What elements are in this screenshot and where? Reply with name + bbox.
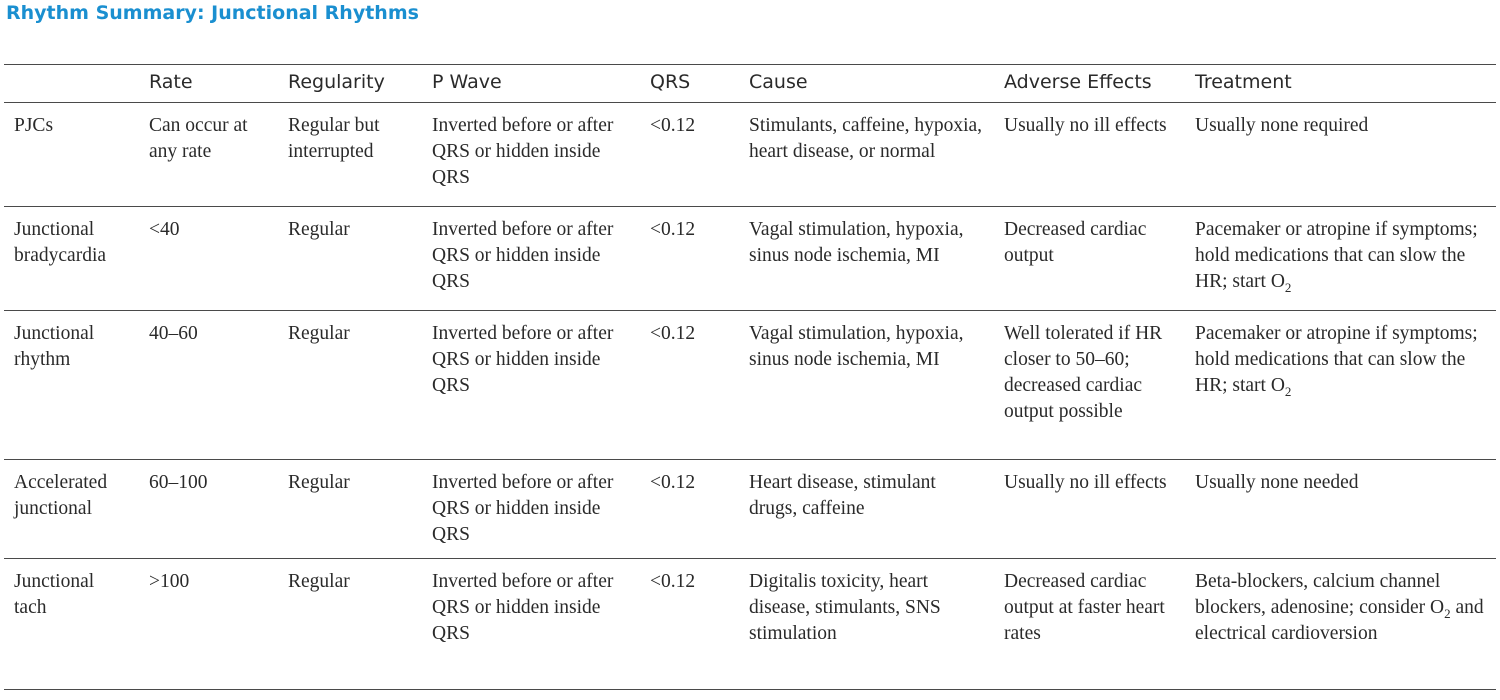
p-wave-cell: Inverted before or after QRS or hidden i…	[432, 472, 614, 545]
regularity-cell: Regular	[288, 472, 350, 493]
qrs-cell: <0.12	[650, 115, 696, 136]
qrs-cell: <0.12	[650, 323, 696, 344]
rhythm-name-cell: Accelerated junctional	[14, 472, 108, 519]
adverse-effects-cell: Usually no ill effects	[1004, 472, 1167, 493]
treatment-cell: Pacemaker or atropine if symptoms; hold …	[1185, 207, 1496, 311]
table-row: Junctional tach >100 Regular Inverted be…	[4, 559, 1496, 690]
rhythm-name-cell: Junctional tach	[14, 571, 95, 618]
treatment-cell: Usually none needed	[1195, 472, 1359, 493]
p-wave-cell: Inverted before or after QRS or hidden i…	[432, 219, 614, 292]
cause-cell: Digitalis toxicity, heart disease, stimu…	[749, 571, 941, 644]
cause-cell: Stimulants, caffeine, hypoxia, heart dis…	[749, 115, 983, 162]
table-row: PJCs Can occur at any rate Regular but i…	[4, 103, 1496, 207]
column-header-adverse-effects: Adverse Effects	[1004, 71, 1152, 93]
rhythm-summary-table: Rate Regularity P Wave QRS Cause Adverse…	[4, 64, 1496, 690]
p-wave-cell: Inverted before or after QRS or hidden i…	[432, 571, 614, 644]
regularity-cell: Regular	[288, 323, 350, 344]
adverse-effects-cell: Usually no ill effects	[1004, 115, 1167, 136]
qrs-cell: <0.12	[650, 219, 696, 240]
column-header-p-wave: P Wave	[432, 71, 502, 93]
rate-cell: 40–60	[149, 323, 198, 344]
adverse-effects-cell: Well tolerated if HR closer to 50–60; de…	[1004, 323, 1163, 422]
column-header-regularity: Regularity	[288, 71, 385, 93]
cause-cell: Vagal stimulation, hypoxia, sinus node i…	[749, 219, 964, 266]
rate-cell: 60–100	[149, 472, 208, 493]
subscript-text: 2	[1284, 384, 1292, 399]
adverse-effects-cell: Decreased cardiac output	[1004, 219, 1147, 266]
rhythm-name-cell: Junctional rhythm	[14, 323, 95, 370]
rhythm-name-cell: Junctional bradycardia	[14, 219, 107, 266]
regularity-cell: Regular	[288, 571, 350, 592]
treatment-text: Beta-blockers, calcium channel blockers,…	[1195, 571, 1445, 618]
cause-cell: Heart disease, stimulant drugs, caffeine	[749, 472, 936, 519]
table-header-row: Rate Regularity P Wave QRS Cause Adverse…	[4, 64, 1496, 103]
treatment-text: Pacemaker or atropine if symptoms; hold …	[1195, 219, 1478, 292]
column-header-rate: Rate	[149, 71, 193, 93]
rate-cell: >100	[149, 571, 190, 592]
rate-cell: <40	[149, 219, 180, 240]
regularity-cell: Regular but interrupted	[288, 115, 380, 162]
treatment-tail-text: and electrical cardioversion	[1195, 597, 1484, 644]
adverse-effects-cell: Decreased cardiac output at faster heart…	[1004, 571, 1165, 644]
regularity-cell: Regular	[288, 219, 350, 240]
treatment-text: Pacemaker or atropine if symptoms; hold …	[1195, 323, 1478, 396]
column-header-name	[4, 65, 139, 103]
p-wave-cell: Inverted before or after QRS or hidden i…	[432, 323, 614, 396]
subscript-text: 2	[1284, 280, 1292, 295]
treatment-cell: Usually none required	[1195, 115, 1369, 136]
qrs-cell: <0.12	[650, 472, 696, 493]
qrs-cell: <0.12	[650, 571, 696, 592]
table-row: Junctional rhythm 40–60 Regular Inverted…	[4, 311, 1496, 460]
column-header-cause: Cause	[749, 71, 808, 93]
page-title: Rhythm Summary: Junctional Rhythms	[6, 2, 419, 24]
treatment-cell: Pacemaker or atropine if symptoms; hold …	[1185, 311, 1496, 460]
p-wave-cell: Inverted before or after QRS or hidden i…	[432, 115, 614, 188]
column-header-qrs: QRS	[650, 71, 691, 93]
subscript-text: 2	[1444, 606, 1451, 621]
table-row: Accelerated junctional 60–100 Regular In…	[4, 460, 1496, 559]
rate-cell: Can occur at any rate	[149, 115, 248, 162]
column-header-treatment: Treatment	[1195, 71, 1292, 93]
cause-cell: Vagal stimulation, hypoxia, sinus node i…	[749, 323, 964, 370]
rhythm-name-cell: PJCs	[14, 115, 54, 136]
treatment-cell: Beta-blockers, calcium channel blockers,…	[1185, 559, 1496, 690]
table-row: Junctional bradycardia <40 Regular Inver…	[4, 207, 1496, 311]
